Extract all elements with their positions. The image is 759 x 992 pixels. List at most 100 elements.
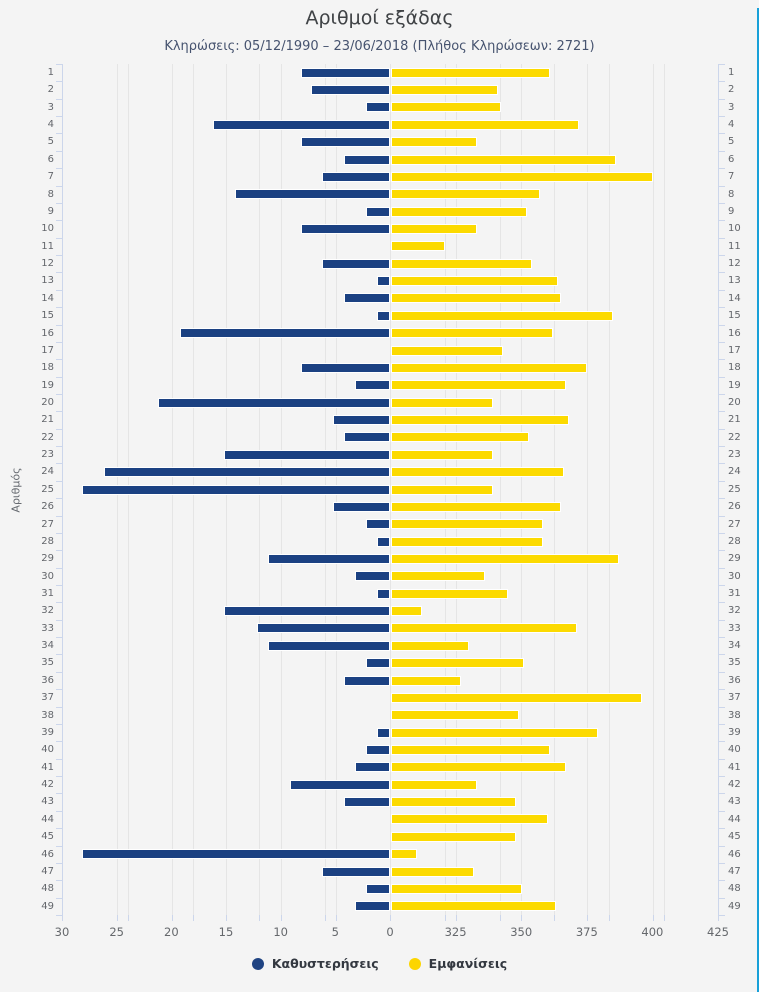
delay-bar[interactable] bbox=[345, 433, 389, 442]
appearances-bar[interactable] bbox=[392, 867, 474, 876]
delay-bar[interactable] bbox=[225, 607, 389, 616]
delay-bar[interactable] bbox=[268, 554, 389, 563]
delay-bar[interactable] bbox=[334, 502, 389, 511]
delay-bar[interactable] bbox=[367, 884, 389, 893]
delay-bar[interactable] bbox=[356, 902, 389, 911]
delay-bar[interactable] bbox=[104, 468, 389, 477]
appearances-bar[interactable] bbox=[392, 433, 529, 442]
delay-bar[interactable] bbox=[301, 138, 389, 147]
appearances-bar[interactable] bbox=[392, 624, 576, 633]
page-right-border bbox=[757, 8, 759, 992]
appearances-bar[interactable] bbox=[392, 537, 542, 546]
delay-bar[interactable] bbox=[334, 416, 389, 425]
appearances-bar[interactable] bbox=[392, 86, 497, 95]
category-tick bbox=[56, 307, 62, 309]
appearances-bar[interactable] bbox=[392, 242, 445, 251]
delay-bar[interactable] bbox=[290, 780, 389, 789]
delay-bar[interactable] bbox=[323, 172, 389, 181]
appearances-bar[interactable] bbox=[392, 311, 613, 320]
delay-bar[interactable] bbox=[181, 329, 389, 338]
appearances-bar[interactable] bbox=[392, 155, 616, 164]
appearances-bar[interactable] bbox=[392, 468, 563, 477]
value-tick bbox=[444, 915, 446, 921]
delay-bar[interactable] bbox=[356, 381, 389, 390]
delay-bar[interactable] bbox=[323, 867, 389, 876]
appearances-bar[interactable] bbox=[392, 520, 542, 529]
appearances-bar[interactable] bbox=[392, 641, 469, 650]
delay-bar[interactable] bbox=[367, 207, 389, 216]
delay-bar[interactable] bbox=[323, 259, 389, 268]
delay-bar[interactable] bbox=[345, 676, 389, 685]
appearances-bar[interactable] bbox=[392, 780, 476, 789]
category-label-left: 22 bbox=[41, 431, 54, 443]
delay-bar[interactable] bbox=[367, 520, 389, 529]
appearances-bar[interactable] bbox=[392, 190, 539, 199]
legend-item-delays[interactable]: Καθυστερήσεις bbox=[251, 956, 379, 971]
appearances-bar[interactable] bbox=[392, 676, 461, 685]
delay-bar[interactable] bbox=[378, 277, 389, 286]
appearances-bar[interactable] bbox=[392, 607, 421, 616]
appearances-bar[interactable] bbox=[392, 450, 492, 459]
appearances-bar[interactable] bbox=[392, 363, 587, 372]
appearances-bar[interactable] bbox=[392, 346, 503, 355]
delay-bar[interactable] bbox=[356, 572, 389, 581]
delay-bar[interactable] bbox=[367, 659, 389, 668]
appearances-bar[interactable] bbox=[392, 659, 524, 668]
delay-bar[interactable] bbox=[378, 589, 389, 598]
delay-bar[interactable] bbox=[301, 68, 389, 77]
appearances-bar[interactable] bbox=[392, 120, 579, 129]
appearances-bar[interactable] bbox=[392, 259, 532, 268]
category-label-right: 13 bbox=[728, 275, 741, 287]
appearances-bar[interactable] bbox=[392, 572, 484, 581]
delay-bar[interactable] bbox=[268, 641, 389, 650]
appearances-bar[interactable] bbox=[392, 711, 518, 720]
delay-bar[interactable] bbox=[356, 763, 389, 772]
appearances-bar[interactable] bbox=[392, 763, 566, 772]
appearances-bar[interactable] bbox=[392, 172, 652, 181]
appearances-bar[interactable] bbox=[392, 693, 642, 702]
delay-bar[interactable] bbox=[235, 190, 389, 199]
appearances-bar[interactable] bbox=[392, 224, 476, 233]
delay-bar[interactable] bbox=[345, 798, 389, 807]
delay-bar[interactable] bbox=[214, 120, 389, 129]
appearances-bar[interactable] bbox=[392, 381, 566, 390]
appearances-bar[interactable] bbox=[392, 398, 492, 407]
delay-bar[interactable] bbox=[312, 86, 389, 95]
appearances-bar[interactable] bbox=[392, 277, 558, 286]
delay-bar[interactable] bbox=[367, 103, 389, 112]
delay-bar[interactable] bbox=[257, 624, 389, 633]
appearances-bar[interactable] bbox=[392, 329, 553, 338]
appearances-bar[interactable] bbox=[392, 138, 476, 147]
appearances-bar[interactable] bbox=[392, 832, 516, 841]
appearances-bar[interactable] bbox=[392, 554, 618, 563]
delay-bar[interactable] bbox=[345, 294, 389, 303]
appearances-bar[interactable] bbox=[392, 485, 492, 494]
appearances-bar[interactable] bbox=[392, 207, 526, 216]
appearances-bar[interactable] bbox=[392, 103, 500, 112]
delay-bar[interactable] bbox=[378, 311, 389, 320]
appearances-bar[interactable] bbox=[392, 416, 568, 425]
appearances-bar[interactable] bbox=[392, 884, 521, 893]
appearances-bar[interactable] bbox=[392, 746, 550, 754]
appearances-bar[interactable] bbox=[392, 502, 560, 511]
delay-bar[interactable] bbox=[225, 450, 389, 459]
appearances-bar[interactable] bbox=[392, 850, 416, 859]
appearances-bar[interactable] bbox=[392, 902, 555, 911]
appearances-bar[interactable] bbox=[392, 294, 560, 303]
delay-bar[interactable] bbox=[378, 728, 389, 737]
delay-bar[interactable] bbox=[82, 485, 389, 494]
legend-item-appearances[interactable]: Εμφανίσεις bbox=[408, 956, 507, 971]
appearances-bar[interactable] bbox=[392, 68, 550, 77]
delay-bar[interactable] bbox=[159, 398, 389, 407]
appearances-bar[interactable] bbox=[392, 728, 597, 737]
delay-bar[interactable] bbox=[345, 155, 389, 164]
appearances-bar[interactable] bbox=[392, 798, 516, 807]
category-label-right: 5 bbox=[728, 136, 735, 148]
delay-bar[interactable] bbox=[301, 224, 389, 233]
delay-bar[interactable] bbox=[301, 363, 389, 372]
delay-bar[interactable] bbox=[82, 850, 389, 859]
appearances-bar[interactable] bbox=[392, 815, 547, 824]
appearances-bar[interactable] bbox=[392, 589, 508, 598]
delay-bar[interactable] bbox=[378, 537, 389, 546]
delay-bar[interactable] bbox=[367, 746, 389, 754]
